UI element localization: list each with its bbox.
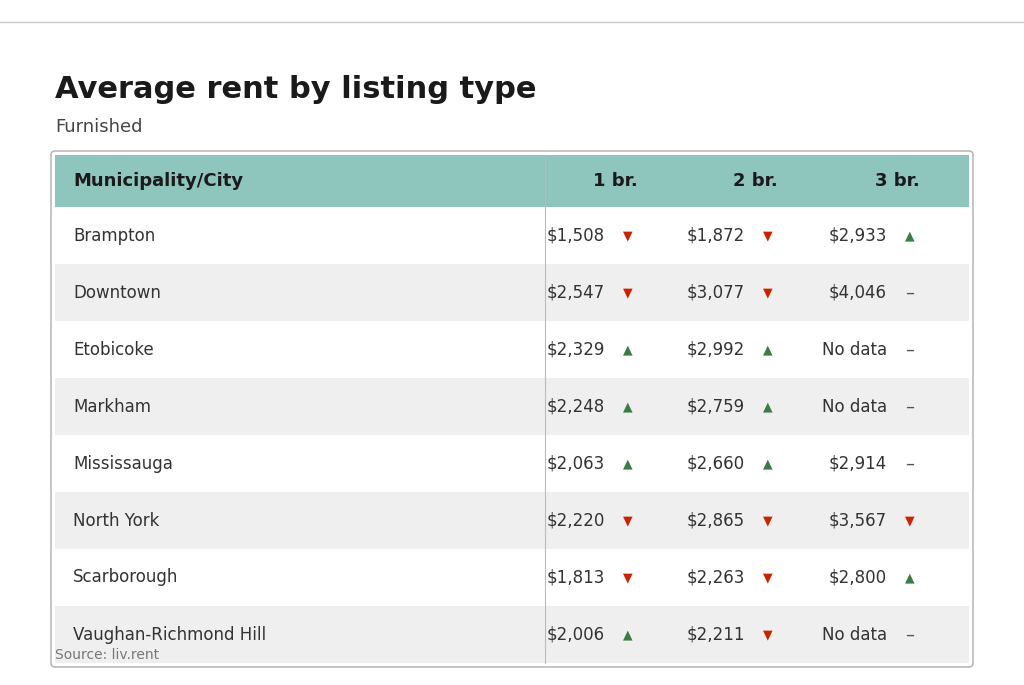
Text: $2,865: $2,865 (687, 512, 745, 530)
Text: Furnished: Furnished (55, 118, 142, 136)
Text: $2,992: $2,992 (687, 340, 745, 358)
Text: ▲: ▲ (763, 400, 773, 413)
Text: ▲: ▲ (763, 457, 773, 470)
Text: $2,063: $2,063 (547, 455, 605, 473)
Text: No data: No data (822, 397, 887, 416)
Text: $1,813: $1,813 (547, 569, 605, 586)
Text: Mississauga: Mississauga (73, 455, 173, 473)
Text: Average rent by listing type: Average rent by listing type (55, 75, 537, 104)
Text: ▲: ▲ (905, 229, 914, 242)
Text: ▲: ▲ (623, 628, 633, 641)
Text: –: – (905, 397, 914, 416)
Text: ▼: ▼ (763, 229, 773, 242)
Text: ▼: ▼ (623, 571, 633, 584)
Bar (55, 549, 969, 606)
Bar (55, 435, 969, 492)
Text: $2,263: $2,263 (687, 569, 745, 586)
Text: $3,077: $3,077 (687, 284, 745, 301)
Text: ▼: ▼ (763, 571, 773, 584)
Text: $3,567: $3,567 (828, 512, 887, 530)
Bar (55, 155, 969, 207)
Text: ▲: ▲ (905, 571, 914, 584)
Text: $2,759: $2,759 (687, 397, 745, 416)
Text: 1 br.: 1 br. (593, 172, 637, 190)
Text: –: – (905, 625, 914, 643)
Text: 2 br.: 2 br. (732, 172, 777, 190)
Text: $2,220: $2,220 (547, 512, 605, 530)
Text: $2,329: $2,329 (547, 340, 605, 358)
Text: Scarborough: Scarborough (73, 569, 178, 586)
Text: ▼: ▼ (905, 514, 914, 527)
Text: Source: liv.rent: Source: liv.rent (55, 648, 159, 662)
Text: $2,660: $2,660 (687, 455, 745, 473)
Text: $1,872: $1,872 (687, 227, 745, 245)
Text: $2,248: $2,248 (547, 397, 605, 416)
Text: Markham: Markham (73, 397, 151, 416)
Text: $2,914: $2,914 (828, 455, 887, 473)
Text: North York: North York (73, 512, 160, 530)
Text: ▼: ▼ (623, 286, 633, 299)
Text: ▲: ▲ (623, 457, 633, 470)
Text: $2,211: $2,211 (686, 625, 745, 643)
Bar (55, 321, 969, 378)
Text: $2,547: $2,547 (547, 284, 605, 301)
Text: Downtown: Downtown (73, 284, 161, 301)
Text: Municipality/City: Municipality/City (73, 172, 243, 190)
Bar (55, 207, 969, 264)
Text: Etobicoke: Etobicoke (73, 340, 154, 358)
Text: ▼: ▼ (623, 514, 633, 527)
Text: No data: No data (822, 340, 887, 358)
Text: ▼: ▼ (763, 286, 773, 299)
Text: $2,933: $2,933 (828, 227, 887, 245)
Bar (55, 492, 969, 549)
Bar (55, 264, 969, 321)
Bar (55, 378, 969, 435)
Text: ▼: ▼ (763, 514, 773, 527)
Text: $4,046: $4,046 (829, 284, 887, 301)
Text: $2,006: $2,006 (547, 625, 605, 643)
Text: Vaughan-Richmond Hill: Vaughan-Richmond Hill (73, 625, 266, 643)
Bar (55, 606, 969, 663)
Text: ▼: ▼ (763, 628, 773, 641)
Text: ▲: ▲ (623, 400, 633, 413)
Text: ▲: ▲ (763, 343, 773, 356)
Text: –: – (905, 284, 914, 301)
Text: –: – (905, 455, 914, 473)
Text: –: – (905, 340, 914, 358)
Text: Brampton: Brampton (73, 227, 156, 245)
Text: ▼: ▼ (623, 229, 633, 242)
Text: ▲: ▲ (623, 343, 633, 356)
Text: No data: No data (822, 625, 887, 643)
Text: $2,800: $2,800 (828, 569, 887, 586)
Text: $1,508: $1,508 (547, 227, 605, 245)
Text: 3 br.: 3 br. (874, 172, 920, 190)
